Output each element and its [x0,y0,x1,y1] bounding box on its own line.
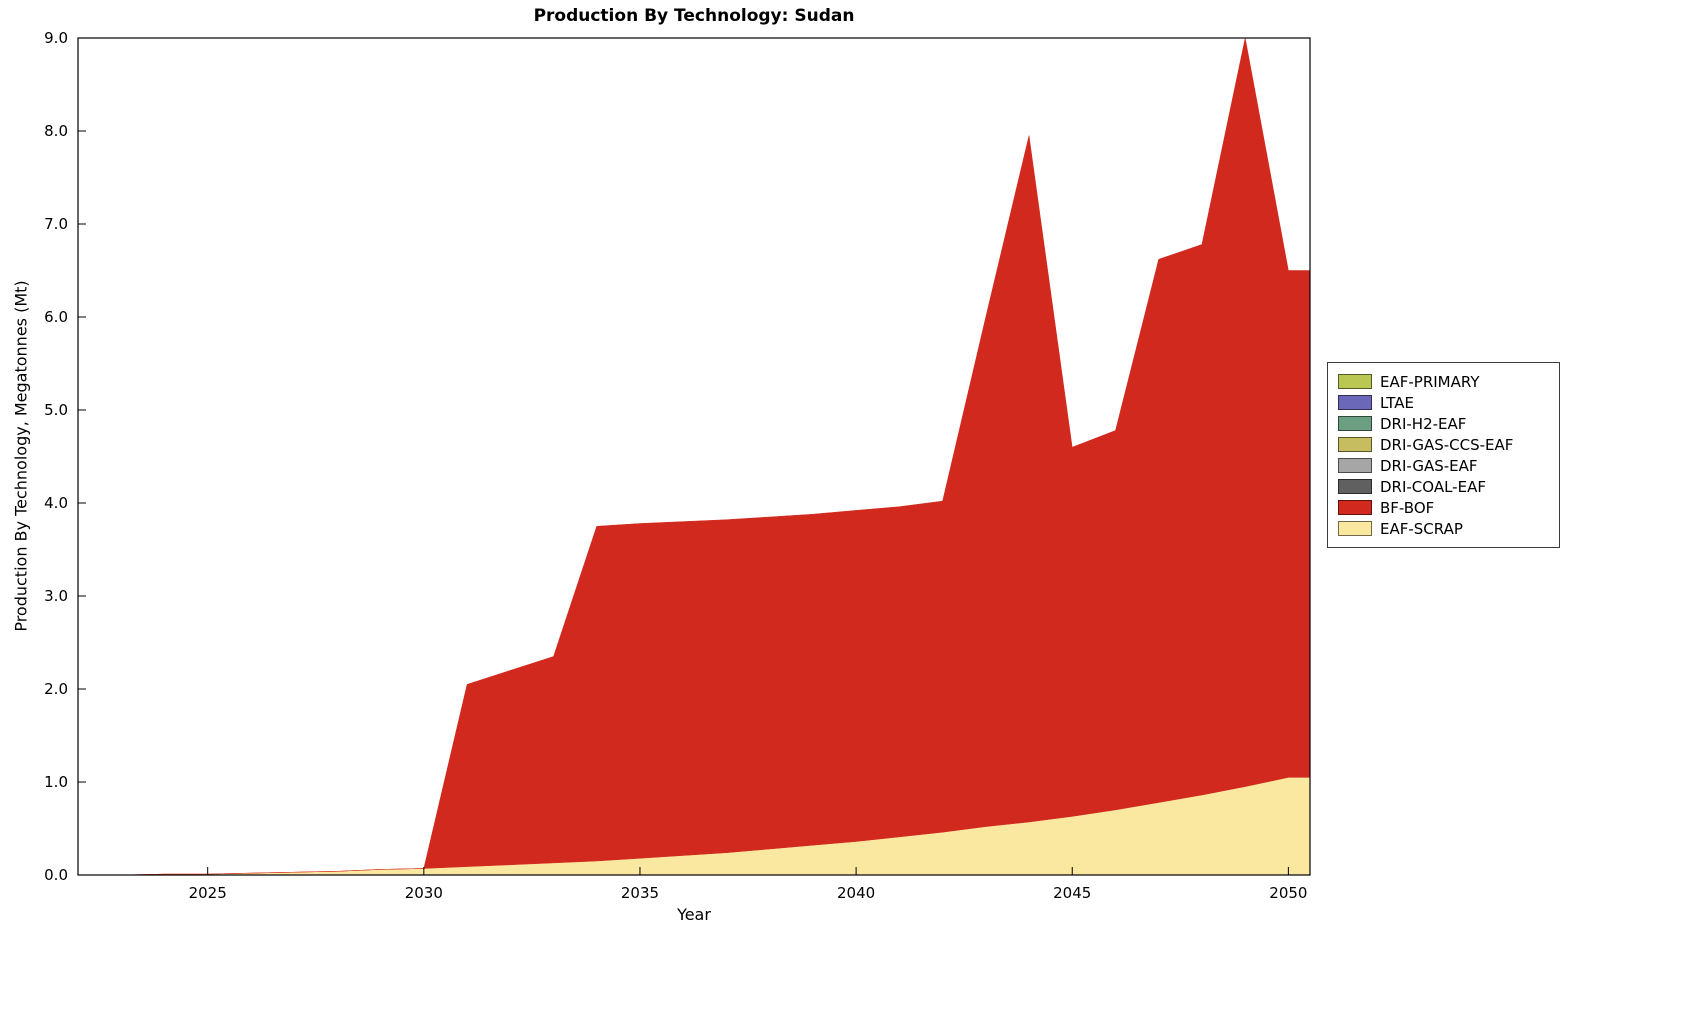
legend-swatch [1338,437,1372,452]
legend-swatch [1338,479,1372,494]
y-tick-label: 0.0 [44,866,68,884]
y-tick-label: 8.0 [44,122,68,140]
chart-title: Production By Technology: Sudan [533,6,855,26]
legend-swatch [1338,395,1372,410]
y-tick-label: 9.0 [44,29,68,47]
y-tick-label: 1.0 [44,773,68,791]
x-tick-label: 2025 [189,884,227,902]
x-tick-label: 2040 [837,884,875,902]
legend-swatch [1338,521,1372,536]
legend-label: DRI-H2-EAF [1380,414,1467,433]
legend-label: LTAE [1380,393,1415,412]
legend-label: EAF-PRIMARY [1380,372,1480,391]
y-axis-label: Production By Technology, Megatonnes (Mt… [11,280,31,632]
y-tick-label: 5.0 [44,401,68,419]
plot-border [77,37,1311,876]
y-tick-label: 3.0 [44,587,68,605]
y-tick-label: 4.0 [44,494,68,512]
legend-item-eaf-primary: EAF-PRIMARY [1338,371,1559,392]
legend: EAF-PRIMARY LTAE DRI-H2-EAF DRI-GAS-CCS-EAF… [1327,362,1560,548]
area-bf-bof [78,37,1311,876]
legend-label: EAF-SCRAP [1380,519,1463,538]
x-tick-label: 2050 [1269,884,1307,902]
legend-item-eaf-scrap: EAF-SCRAP [1338,518,1559,539]
legend-item-dri-h2-eaf: DRI-H2-EAF [1338,413,1559,434]
legend-label: BF-BOF [1380,498,1435,517]
legend-item-dri-coal-eaf: DRI-COAL-EAF [1338,476,1559,497]
legend-swatch [1338,374,1372,389]
x-tick-label: 2035 [621,884,659,902]
legend-label: DRI-COAL-EAF [1380,477,1486,496]
legend-swatch [1338,416,1372,431]
legend-swatch [1338,500,1372,515]
y-tick-label: 6.0 [44,308,68,326]
y-tick-label: 2.0 [44,680,68,698]
legend-item-bf-bof: BF-BOF [1338,497,1559,518]
legend-item-dri-gas-ccs-eaf: DRI-GAS-CCS-EAF [1338,434,1559,455]
legend-item-ltae: LTAE [1338,392,1559,413]
x-tick-label: 2045 [1053,884,1091,902]
y-tick-label: 7.0 [44,215,68,233]
legend-swatch [1338,458,1372,473]
legend-label: DRI-GAS-EAF [1380,456,1478,475]
legend-item-dri-gas-eaf: DRI-GAS-EAF [1338,455,1559,476]
legend-label: DRI-GAS-CCS-EAF [1380,435,1514,454]
x-axis-label: Year [677,905,711,924]
x-tick-label: 2030 [405,884,443,902]
